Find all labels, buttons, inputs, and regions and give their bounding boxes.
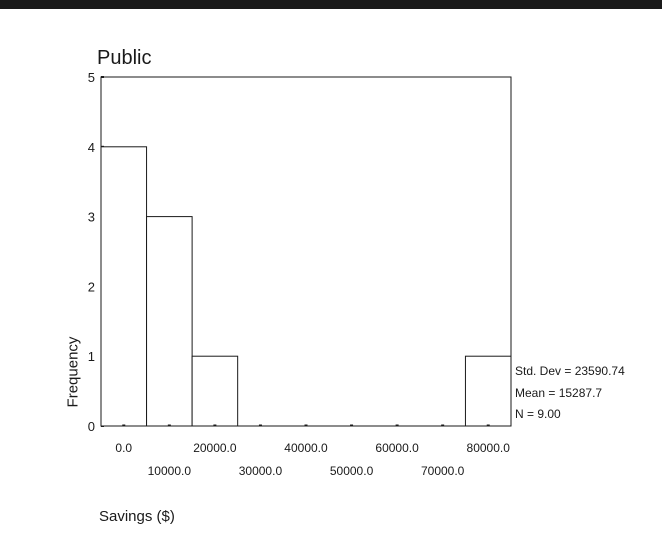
x-tick-label: 30000.0 bbox=[239, 464, 283, 478]
x-tick-label: 60000.0 bbox=[375, 441, 419, 455]
x-tick-label: 20000.0 bbox=[193, 441, 237, 455]
y-tick-label: 5 bbox=[88, 70, 95, 85]
histogram-bar bbox=[191, 355, 239, 427]
y-tick-label: 1 bbox=[88, 349, 95, 364]
mean-stat: Mean = 15287.7 bbox=[515, 385, 603, 400]
chart-title: Public bbox=[97, 47, 152, 69]
x-tick-label: 80000.0 bbox=[467, 441, 511, 455]
y-tick-label: 4 bbox=[88, 140, 95, 155]
summary-statistics: Std. Dev = 23590.74 Mean = 15287.7 N = 9… bbox=[515, 361, 625, 426]
top-rule bbox=[0, 0, 662, 9]
x-axis-label: Savings ($) bbox=[99, 508, 175, 525]
histogram-bar bbox=[464, 355, 512, 427]
n-stat: N = 9.00 bbox=[515, 407, 561, 421]
histogram-bar bbox=[100, 146, 148, 427]
histogram-bar bbox=[146, 216, 193, 427]
x-tick-label: 0.0 bbox=[115, 441, 132, 455]
y-tick-label: 3 bbox=[88, 210, 95, 225]
std-dev-stat: Std. Dev = 23590.74 bbox=[515, 364, 625, 378]
x-tick-label: 10000.0 bbox=[148, 464, 192, 478]
y-tick-label: 0 bbox=[88, 419, 95, 434]
y-tick-label: 2 bbox=[88, 279, 95, 294]
x-tick-label: 40000.0 bbox=[284, 441, 328, 455]
x-tick-label: 70000.0 bbox=[421, 464, 465, 478]
x-tick-label: 50000.0 bbox=[330, 464, 374, 478]
